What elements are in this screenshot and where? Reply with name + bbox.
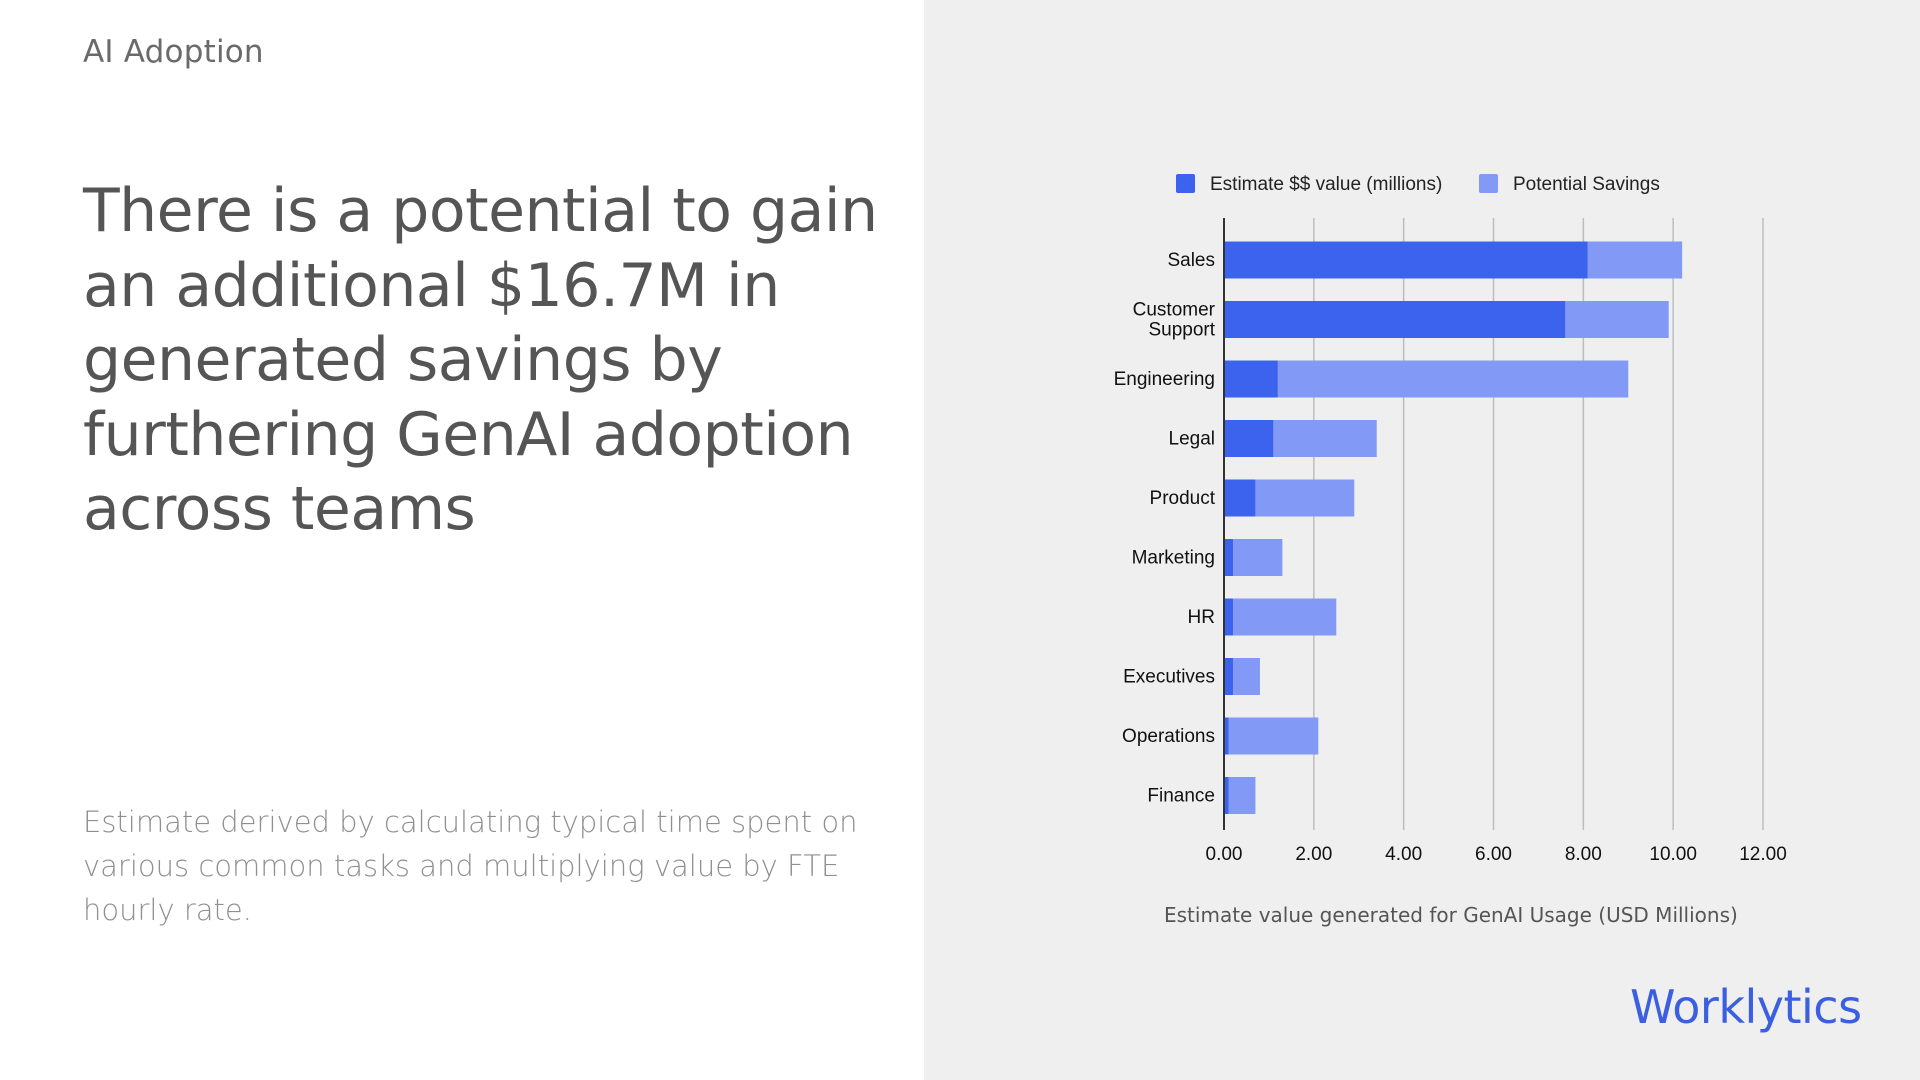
category-label: Engineering <box>1114 369 1215 390</box>
category-label: Sales <box>1167 250 1215 271</box>
bar-savings <box>1228 777 1256 814</box>
bar-estimate <box>1224 360 1278 398</box>
category-label: Marketing <box>1132 548 1215 569</box>
x-tick-label: 4.00 <box>1385 844 1422 865</box>
category-label: Executives <box>1123 667 1215 688</box>
legend-swatch-savings <box>1479 174 1498 193</box>
headline: There is a potential to gain an addition… <box>83 176 878 544</box>
x-tick-label: 6.00 <box>1475 844 1512 865</box>
x-tick-label: 0.00 <box>1206 844 1243 865</box>
bar-savings <box>1255 479 1355 517</box>
brand-logo: Worklytics <box>1630 980 1862 1034</box>
legend-label-savings: Potential Savings <box>1513 174 1660 195</box>
bar-estimate <box>1224 717 1229 755</box>
chart-panel <box>924 0 1920 1080</box>
bar-estimate <box>1224 777 1229 814</box>
footnote: Estimate derived by calculating typical … <box>83 805 858 927</box>
bar-estimate <box>1224 479 1256 517</box>
category-label: Legal <box>1169 429 1216 450</box>
x-tick-label: 8.00 <box>1565 844 1602 865</box>
category-label: Operations <box>1122 726 1215 747</box>
bar-savings <box>1232 539 1283 576</box>
bar-savings <box>1587 241 1683 279</box>
x-tick-label: 12.00 <box>1739 844 1787 865</box>
x-tick-label: 2.00 <box>1295 844 1332 865</box>
bar-estimate <box>1224 301 1566 338</box>
legend-label-estimate: Estimate $$ value (millions) <box>1210 174 1442 195</box>
bar-estimate <box>1224 658 1233 695</box>
legend-swatch-estimate <box>1176 174 1195 193</box>
bar-savings <box>1277 360 1629 398</box>
bar-savings <box>1228 717 1319 755</box>
chart-caption: Estimate value generated for GenAI Usage… <box>1164 903 1738 927</box>
bar-estimate <box>1224 598 1233 636</box>
x-tick-label: 10.00 <box>1649 844 1697 865</box>
bar-savings <box>1565 301 1669 338</box>
text-panel: AI Adoption There is a potential to gain… <box>0 0 924 1080</box>
bar-estimate <box>1224 539 1233 576</box>
category-label: Customer Support <box>1133 300 1216 341</box>
category-label: HR <box>1188 607 1215 628</box>
bar-savings <box>1232 658 1260 695</box>
bar-estimate <box>1224 420 1274 457</box>
section-label: AI Adoption <box>83 34 264 70</box>
category-label: Finance <box>1147 786 1215 807</box>
bar-savings <box>1273 420 1377 457</box>
category-label: Product <box>1150 488 1216 509</box>
bar-estimate <box>1224 241 1588 279</box>
bar-savings <box>1232 598 1337 636</box>
